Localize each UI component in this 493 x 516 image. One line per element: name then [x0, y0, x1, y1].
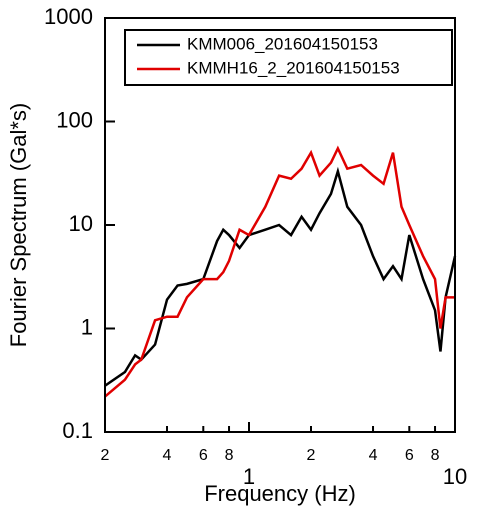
x-tick-label: 1	[243, 464, 255, 489]
y-tick-label: 1	[81, 314, 93, 339]
y-tick-label: 1000	[44, 4, 93, 29]
x-tick-label: 8	[225, 447, 234, 464]
x-tick-label: 4	[163, 447, 172, 464]
x-tick-label: 10	[443, 464, 467, 489]
x-tick-label: 6	[405, 447, 414, 464]
x-axis-label: Frequency (Hz)	[204, 481, 356, 506]
x-tick-label: 2	[101, 447, 110, 464]
plot-frame	[104, 17, 456, 433]
y-axis-label: Fourier Spectrum (Gal*s)	[6, 103, 31, 348]
y-tick-label: 100	[56, 107, 93, 132]
x-tick-label: 2	[307, 447, 316, 464]
series-line	[104, 145, 455, 398]
x-tick-label: 8	[431, 447, 440, 464]
legend-box	[124, 29, 453, 86]
legend-label: KMM006_201604150153	[187, 34, 378, 53]
y-tick-label: 10	[69, 211, 93, 236]
x-tick-label: 4	[369, 447, 378, 464]
y-tick-label: 0.1	[62, 418, 93, 443]
legend-label: KMMH16_2_201604150153	[187, 58, 400, 77]
series-line	[104, 166, 457, 387]
x-tick-label: 6	[199, 447, 208, 464]
